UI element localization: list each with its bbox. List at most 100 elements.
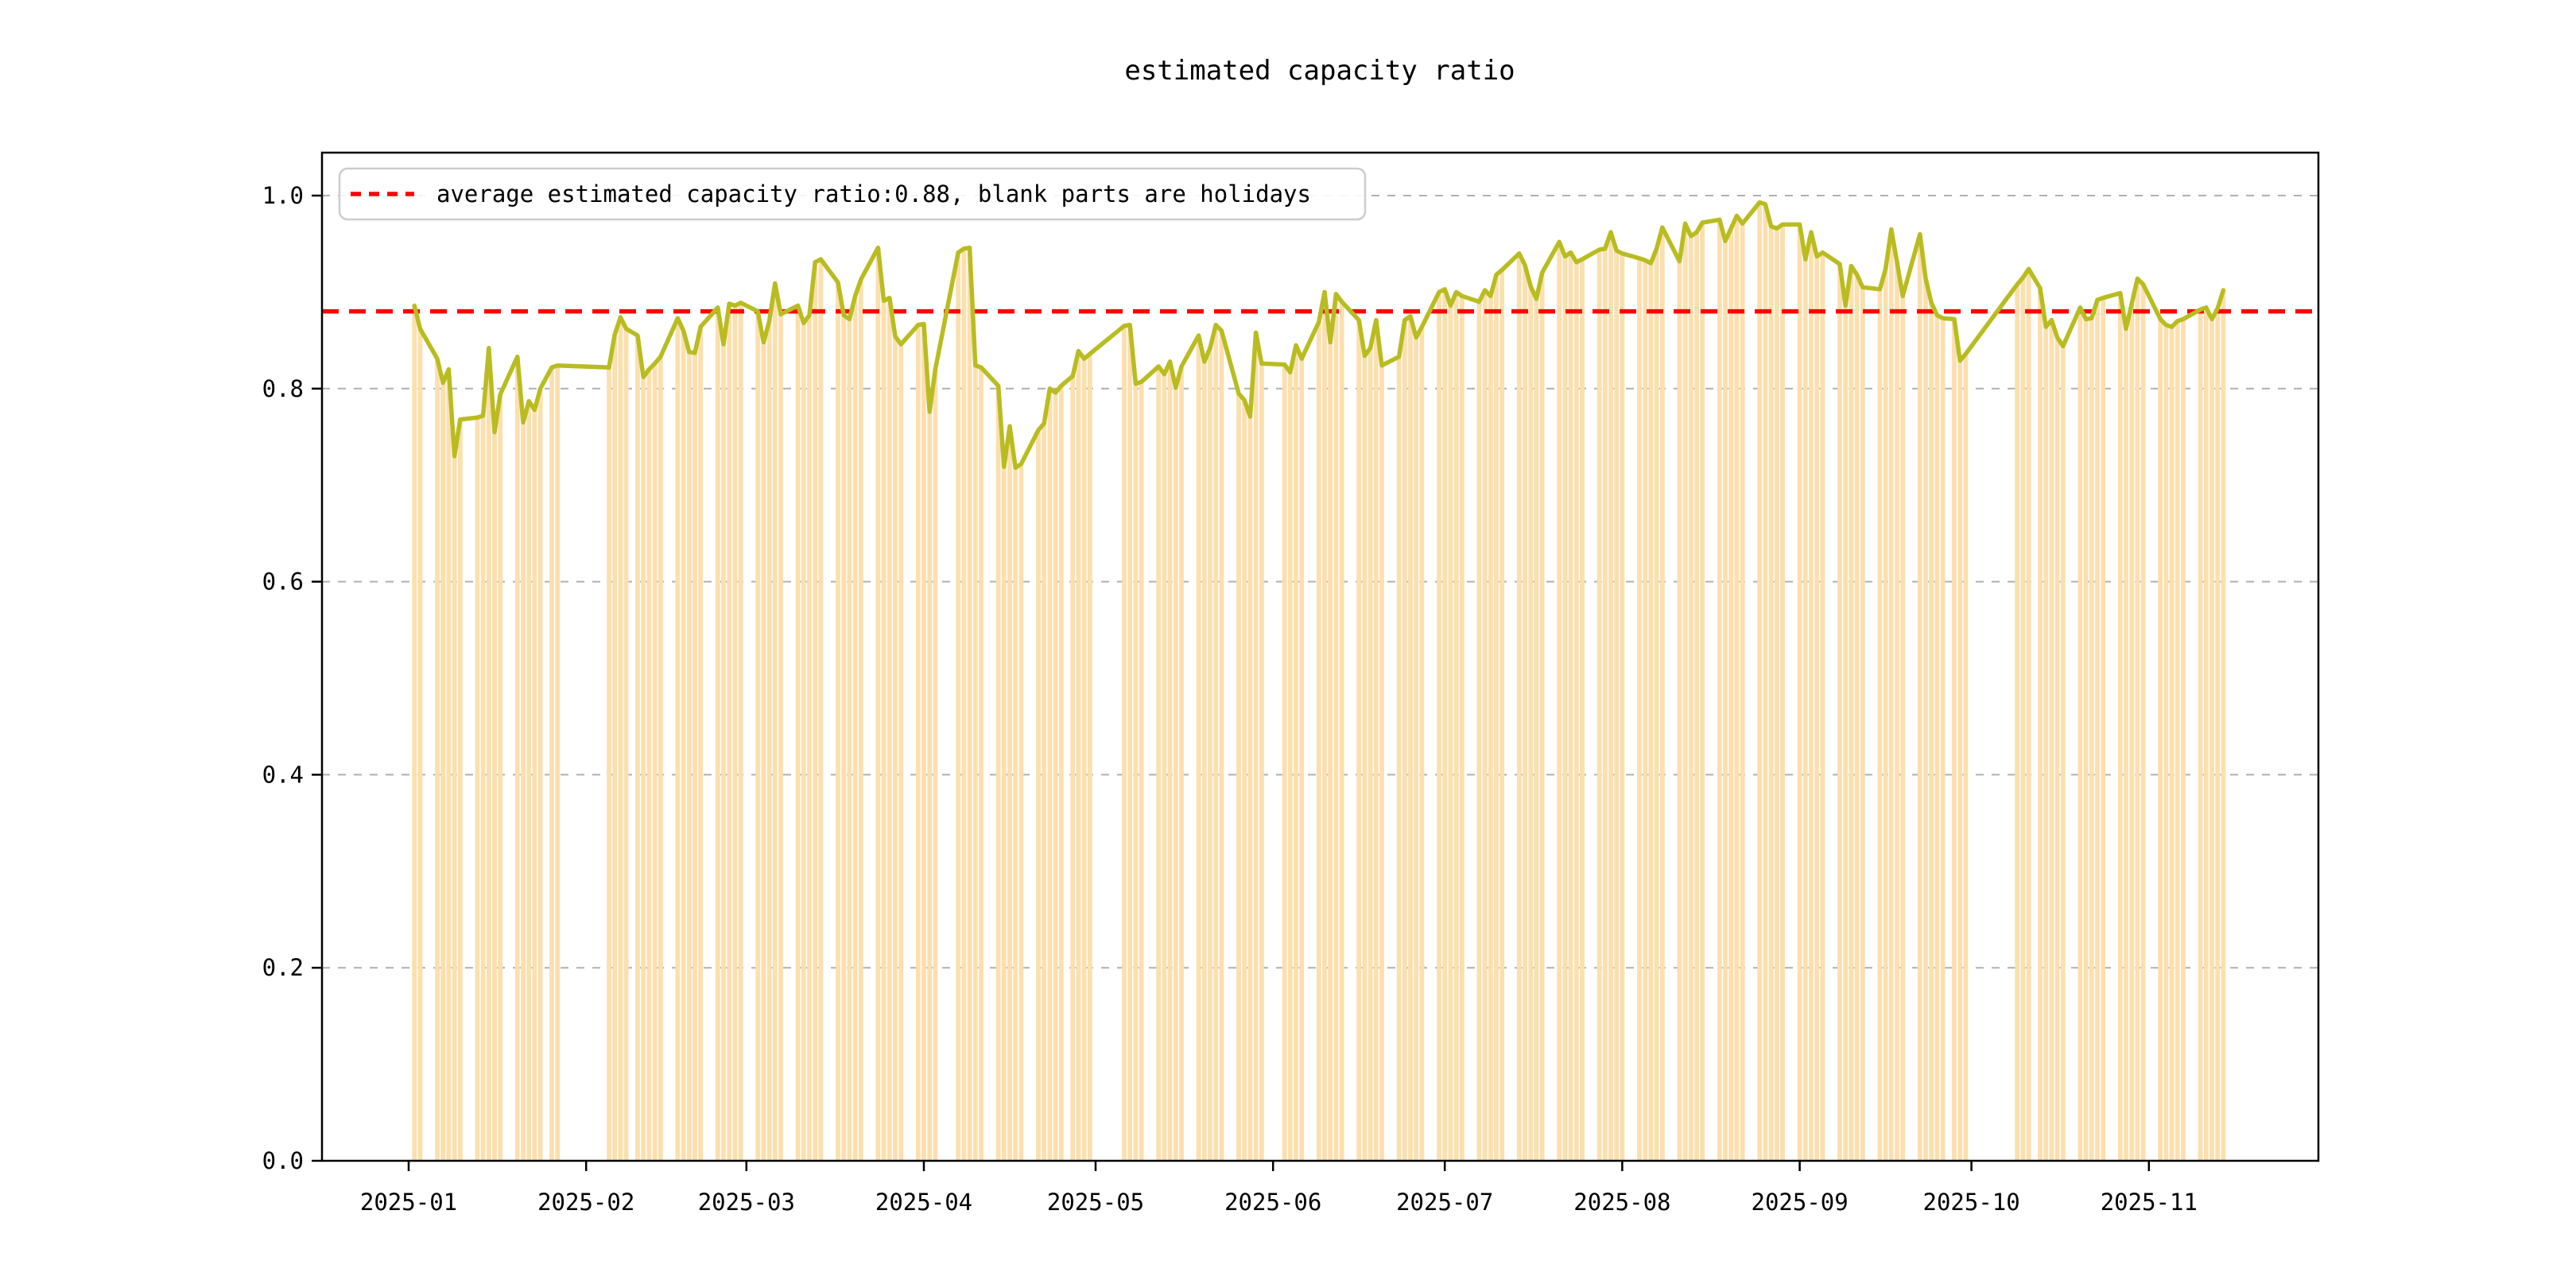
workday-bar [1488, 296, 1493, 1161]
workday-bar [2101, 297, 2106, 1162]
workday-bar [1362, 355, 1368, 1161]
workday-bar [1929, 302, 1934, 1161]
workday-bar [475, 417, 480, 1161]
workday-bar [1127, 324, 1133, 1162]
x-tick-label: 2025-03 [698, 1189, 795, 1216]
workday-bar [1740, 223, 1745, 1162]
y-tick-label: 0.4 [262, 761, 304, 788]
workday-bar [1201, 361, 1207, 1161]
workday-bar [1637, 258, 1642, 1161]
workday-bar [1934, 315, 1940, 1161]
workday-bar [681, 331, 686, 1161]
x-tick-label: 2025-09 [1751, 1189, 1848, 1216]
workday-bar [2083, 319, 2089, 1161]
workday-bar [961, 248, 967, 1161]
plot-border [320, 151, 2320, 1162]
workday-bar [1837, 264, 1842, 1162]
workday-bar [727, 304, 732, 1161]
workday-bar [1396, 356, 1402, 1161]
x-tick-label: 2025-01 [360, 1189, 457, 1216]
workday-bar [1047, 388, 1053, 1161]
workday-bar [2089, 318, 2094, 1162]
workday-bar [698, 327, 704, 1162]
workday-bar [1242, 400, 1247, 1161]
workday-bar [1614, 250, 1620, 1162]
workday-bar [1316, 322, 1321, 1161]
workday-bar [1814, 256, 1820, 1161]
workday-bar [1339, 301, 1344, 1161]
x-tick-label: 2025-10 [1922, 1189, 2019, 1216]
chart-title: estimated capacity ratio [1124, 55, 1515, 87]
workday-bar [886, 297, 892, 1162]
workday-bar [1797, 224, 1802, 1161]
workday-bar [2129, 304, 2135, 1161]
workday-bar [2117, 293, 2123, 1162]
workday-bar [1539, 273, 1545, 1162]
workday-bar [1516, 253, 1522, 1161]
workday-bar [1402, 320, 1407, 1162]
workday-bar [1299, 359, 1305, 1161]
workday-bar [927, 411, 933, 1161]
workday-bar [1654, 248, 1659, 1161]
workday-bar [1757, 202, 1763, 1161]
workday-bar [1608, 232, 1613, 1162]
capacity-line-layer [412, 200, 2226, 471]
workday-bar [1053, 392, 1058, 1161]
workday-bar [1843, 305, 1849, 1161]
workday-bar [521, 422, 526, 1161]
workday-bar [795, 305, 801, 1161]
workday-bar [1888, 229, 1894, 1161]
y-tick-label: 0.6 [262, 568, 304, 596]
workday-bar [2020, 277, 2026, 1162]
workday-bar [1333, 293, 1339, 1161]
workday-bar [1688, 236, 1693, 1161]
workday-bar [480, 415, 486, 1161]
x-tick-label: 2025-06 [1224, 1189, 1321, 1216]
workday-bar [2221, 290, 2226, 1161]
workday-bar [1368, 347, 1373, 1161]
workday-bar [1917, 234, 1922, 1162]
legend-box [338, 167, 1367, 221]
workday-bar [452, 456, 457, 1161]
workday-bar [549, 367, 554, 1162]
workday-bar [732, 305, 738, 1161]
workday-bar [2049, 320, 2054, 1162]
workday-bar [1419, 327, 1425, 1162]
workday-bar [881, 301, 886, 1161]
workday-bar [2169, 327, 2174, 1162]
workday-bar [646, 369, 652, 1161]
workday-bar [915, 324, 921, 1162]
workday-bar [1802, 259, 1808, 1162]
workday-bar [921, 324, 926, 1161]
workday-bar [641, 377, 646, 1161]
workday-bar [2015, 284, 2020, 1162]
workday-bar [1849, 266, 1854, 1162]
workday-bar [1877, 289, 1883, 1161]
workday-bar [1573, 262, 1579, 1161]
workday-bar [1253, 332, 1259, 1161]
workday-bar [446, 369, 452, 1161]
workday-bar [1328, 342, 1333, 1161]
workday-bar [1208, 347, 1212, 1161]
workday-bar [2054, 337, 2060, 1161]
workday-bar [1728, 228, 1734, 1161]
workday-bar [1179, 366, 1184, 1161]
workday-bar [1070, 376, 1076, 1161]
workday-bar [1602, 248, 1608, 1161]
workday-bar [755, 311, 761, 1162]
workday-bar [2215, 308, 2221, 1161]
workday-bar [1414, 337, 1419, 1161]
workday-bar [1957, 360, 1963, 1162]
workday-bar [1883, 269, 1888, 1161]
workday-bar [692, 352, 697, 1161]
workday-bar [623, 328, 629, 1161]
workday-bar [813, 262, 818, 1161]
workday-bar [1247, 417, 1253, 1161]
workday-bar [514, 356, 520, 1161]
workday-bar [1557, 242, 1562, 1161]
workday-bar [1562, 256, 1568, 1161]
workday-bar [492, 432, 497, 1161]
workday-bar [2174, 320, 2180, 1161]
